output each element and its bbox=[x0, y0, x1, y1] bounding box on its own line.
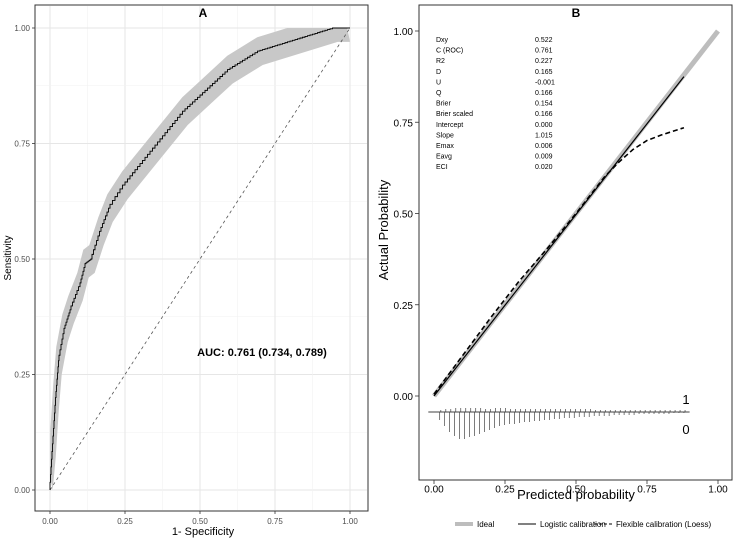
rug-label-events: 1 bbox=[682, 392, 689, 407]
calibration-x-tick-label: 0.75 bbox=[637, 484, 657, 495]
rug-label-nonevents: 0 bbox=[682, 422, 689, 437]
roc-y-tick-label: 0.75 bbox=[14, 140, 30, 149]
legend-label: Logistic calibration bbox=[540, 520, 606, 529]
calibration-y-axis-label: Actual Probability bbox=[376, 179, 391, 280]
roc-curve-line bbox=[49, 27, 350, 490]
calibration-y-tick-label: 0.25 bbox=[394, 301, 414, 312]
stat-name: Eavg bbox=[436, 154, 452, 161]
stat-name: ECI bbox=[436, 164, 448, 171]
stat-value: 0.227 bbox=[535, 58, 553, 65]
roc-panel: 0.00 0.25 0.50 0.75 1.00 0.00 0.25 0.50 0.75 1.0… bbox=[3, 4, 369, 538]
calibration-x-ticks: 0.00 0.25 0.50 0.75 1.00 bbox=[424, 480, 728, 495]
stat-name: Q bbox=[436, 90, 442, 97]
calibration-x-tick-label: 0.00 bbox=[424, 484, 444, 495]
stat-name: D bbox=[436, 69, 441, 76]
calibration-y-tick-label: 1.00 bbox=[394, 27, 414, 38]
stat-value: 0.009 bbox=[535, 154, 553, 161]
roc-y-axis-label: Sensitivity bbox=[3, 235, 14, 280]
stat-name: Emax bbox=[436, 143, 454, 150]
roc-y-tick-label: 0.25 bbox=[14, 371, 30, 380]
stat-name: Dxy bbox=[436, 37, 449, 44]
stat-value: 0.020 bbox=[535, 164, 553, 171]
calibration-y-ticks: 0.00 0.25 0.50 0.75 1.00 bbox=[394, 27, 419, 403]
stat-value: 0.154 bbox=[535, 101, 553, 108]
stat-name: U bbox=[436, 79, 441, 86]
roc-x-tick-label: 1.00 bbox=[342, 517, 358, 526]
stat-value: 0.165 bbox=[535, 69, 553, 76]
roc-reference-diagonal bbox=[49, 27, 351, 491]
calibration-x-tick-label: 0.50 bbox=[566, 484, 586, 495]
roc-y-tick-label: 0.50 bbox=[14, 255, 30, 264]
calibration-lines bbox=[432, 29, 720, 398]
roc-x-axis-label: 1- Specificity bbox=[172, 526, 235, 538]
calibration-legend: Ideal Logistic calibration Flexible calibr… bbox=[455, 520, 711, 529]
calibration-y-tick-label: 0.00 bbox=[394, 392, 414, 403]
roc-x-ticks: 0.00 0.25 0.50 0.75 1.00 bbox=[42, 511, 358, 526]
legend-label: Flexible calibration (Loess) bbox=[616, 520, 711, 529]
calibration-rug bbox=[428, 408, 690, 439]
stat-value: -0.001 bbox=[535, 79, 555, 86]
logistic-calibration-line bbox=[433, 76, 685, 397]
calibration-x-axis-label: Predicted probability bbox=[517, 487, 635, 502]
stat-name: Brier bbox=[436, 101, 451, 108]
calibration-stats-table: Dxy 0.522 C (ROC) 0.761 R2 0.227 D 0.165 U -0.001… bbox=[436, 37, 555, 171]
stat-value: 0.522 bbox=[535, 37, 553, 44]
stat-value: 0.000 bbox=[535, 122, 553, 129]
stat-name: Brier scaled bbox=[436, 111, 473, 118]
stat-value: 0.006 bbox=[535, 143, 553, 150]
roc-y-ticks: 0.00 0.25 0.50 0.75 1.00 bbox=[14, 24, 35, 495]
stat-name: Slope bbox=[436, 132, 454, 139]
roc-auc-annotation: AUC: 0.761 (0.734, 0.789) bbox=[197, 347, 327, 359]
roc-reference-line bbox=[49, 27, 351, 491]
stat-name: C (ROC) bbox=[436, 48, 463, 55]
roc-panel-label: A bbox=[199, 6, 208, 20]
roc-curve bbox=[49, 27, 350, 490]
stat-value: 0.761 bbox=[535, 48, 553, 55]
calibration-y-tick-label: 0.50 bbox=[394, 210, 414, 221]
roc-x-tick-label: 0.00 bbox=[42, 517, 58, 526]
roc-x-tick-label: 0.75 bbox=[267, 517, 283, 526]
roc-y-tick-label: 0.00 bbox=[14, 486, 30, 495]
stat-value: 1.015 bbox=[535, 132, 553, 139]
calibration-x-tick-label: 1.00 bbox=[708, 484, 728, 495]
calibration-x-tick-label: 0.25 bbox=[495, 484, 515, 495]
roc-x-tick-label: 0.25 bbox=[117, 517, 133, 526]
legend-label: Ideal bbox=[477, 520, 495, 529]
stat-name: R2 bbox=[436, 58, 445, 65]
calibration-panel-label: B bbox=[572, 6, 581, 20]
stat-value: 0.166 bbox=[535, 90, 553, 97]
roc-x-tick-label: 0.50 bbox=[192, 517, 208, 526]
calibration-panel: 0.00 0.25 0.50 0.75 1.00 0.00 0.25 0.50 0.75 1.0… bbox=[376, 4, 733, 529]
stat-name: Intercept bbox=[436, 122, 463, 129]
stat-value: 0.166 bbox=[535, 111, 553, 118]
roc-y-tick-label: 1.00 bbox=[14, 24, 30, 33]
calibration-panel-border bbox=[418, 4, 733, 481]
calibration-y-tick-label: 0.75 bbox=[394, 118, 414, 129]
